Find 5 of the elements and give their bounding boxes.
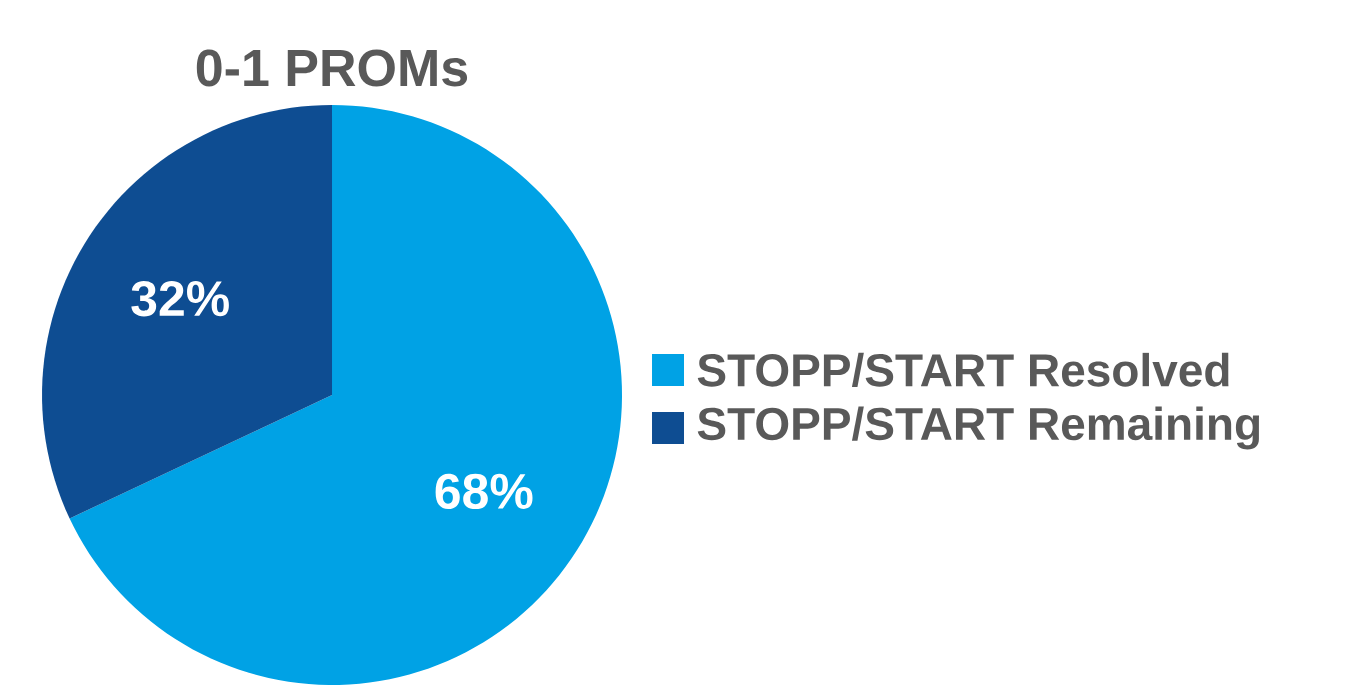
legend-label: STOPP/START Remaining [697, 406, 1260, 450]
data-label: 32% [131, 280, 229, 317]
legend-label: STOPP/START Resolved [697, 352, 1229, 388]
data-label: 68% [435, 473, 533, 510]
chart-title: 0-1 PROMs [196, 49, 468, 87]
